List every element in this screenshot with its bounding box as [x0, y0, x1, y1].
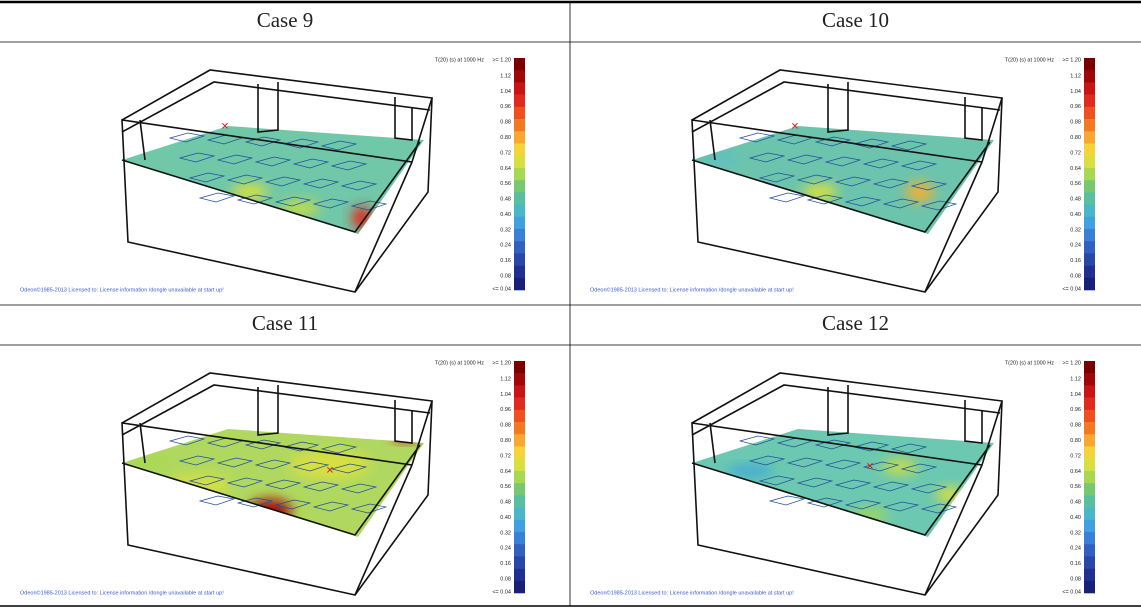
legend-tick: 0.72: [500, 150, 511, 156]
legend-tick: 0.88: [500, 120, 511, 126]
legend-tick: 0.32: [500, 530, 511, 536]
case-header: Case 10: [822, 8, 889, 32]
legend-min: <= 0.04: [492, 286, 511, 292]
simulation-panel: ✕ T(20) (s) at 1000 Hz >= 1.20 1.12 1.04 0.96…: [590, 360, 1095, 596]
legend-tick: 0.80: [500, 438, 511, 444]
legend-tick: 0.64: [500, 166, 511, 172]
legend-title: T(20) (s) at 1000 Hz: [1005, 57, 1054, 63]
legend-max: >= 1.20: [492, 57, 511, 63]
simulation-panel: ✕ T(20) (s) at 1000 Hz >= 1.20 1.12 1.04 0.96…: [590, 57, 1095, 293]
case-header: Case 9: [257, 8, 314, 32]
legend-tick: 0.96: [1070, 104, 1081, 110]
legend-tick: 1.04: [1070, 89, 1081, 95]
legend-tick: 0.24: [500, 546, 511, 552]
floor-map: [122, 96, 424, 234]
source-marker: ✕: [326, 466, 334, 477]
legend-tick: 0.40: [1070, 212, 1081, 218]
legend-tick: 0.96: [1070, 407, 1081, 413]
legend-min: <= 0.04: [1062, 286, 1081, 292]
legend-tick: 0.72: [1070, 453, 1081, 459]
legend-tick: 0.56: [500, 181, 511, 187]
legend-tick: 0.32: [1070, 227, 1081, 233]
legend-tick: 0.16: [500, 561, 511, 567]
legend-tick: 0.16: [1070, 561, 1081, 567]
source-marker: ✕: [791, 122, 799, 133]
legend-tick: 0.24: [1070, 546, 1081, 552]
legend-tick: 0.08: [1070, 576, 1081, 582]
legend-tick: 0.88: [500, 423, 511, 429]
legend-tick: 1.04: [500, 392, 511, 398]
legend-tick: 0.40: [500, 212, 511, 218]
colorbar: [1084, 361, 1095, 593]
legend-tick: 0.48: [500, 500, 511, 506]
legend-max: >= 1.20: [1062, 360, 1081, 366]
simulation-panel: ✕ T(20) (s) at 1000 Hz >= 1.20 1.12 1.04 0.96…: [20, 360, 525, 596]
floor-map: [122, 413, 424, 537]
legend-tick: 0.96: [500, 104, 511, 110]
colorbar: [514, 361, 525, 593]
legend-tick: 0.32: [1070, 530, 1081, 536]
simulation-panel: ✕ T(20) (s) at 1000 Hz >= 1.20 1.12 1.04 0.96…: [20, 57, 525, 293]
copyright-footer: Odeon©1985-2013 Licensed to: License inf…: [590, 286, 794, 293]
legend-tick: 0.72: [1070, 150, 1081, 156]
legend-tick: 0.88: [1070, 423, 1081, 429]
legend-title: T(20) (s) at 1000 Hz: [1005, 360, 1054, 366]
legend-max: >= 1.20: [492, 360, 511, 366]
legend-tick: 0.80: [500, 135, 511, 141]
source-marker: ✕: [866, 462, 874, 473]
source-marker: ✕: [221, 122, 229, 133]
legend-tick: 0.88: [1070, 120, 1081, 126]
legend-tick: 0.64: [1070, 166, 1081, 172]
legend-tick: 1.04: [500, 89, 511, 95]
colorbar: [1084, 58, 1095, 290]
legend-tick: 1.04: [1070, 392, 1081, 398]
legend-tick: 0.80: [1070, 135, 1081, 141]
copyright-footer: Odeon©1985-2013 Licensed to: License inf…: [590, 589, 794, 596]
legend-tick: 0.08: [1070, 273, 1081, 279]
case-header: Case 12: [822, 311, 889, 335]
legend-tick: 0.48: [1070, 500, 1081, 506]
floor-map: [692, 104, 994, 234]
legend-tick: 0.08: [500, 273, 511, 279]
legend-tick: 0.40: [1070, 515, 1081, 521]
legend-tick: 0.96: [500, 407, 511, 413]
copyright-footer: Odeon©1985-2013 Licensed to: License inf…: [20, 286, 224, 293]
legend-tick: 0.72: [500, 453, 511, 459]
legend-tick: 0.32: [500, 227, 511, 233]
legend-tick: 1.12: [500, 73, 511, 79]
case-header: Case 11: [252, 311, 318, 335]
legend-tick: 0.08: [500, 576, 511, 582]
legend-tick: 1.12: [1070, 376, 1081, 382]
legend-tick: 0.48: [1070, 197, 1081, 203]
legend-tick: 0.56: [1070, 181, 1081, 187]
legend-tick: 1.12: [500, 376, 511, 382]
legend-tick: 0.16: [500, 258, 511, 264]
legend-tick: 0.64: [1070, 469, 1081, 475]
copyright-footer: Odeon©1985-2013 Licensed to: License inf…: [20, 589, 224, 596]
legend-tick: 0.40: [500, 515, 511, 521]
legend-title: T(20) (s) at 1000 Hz: [435, 360, 484, 366]
legend-tick: 0.56: [1070, 484, 1081, 490]
legend-tick: 0.24: [500, 243, 511, 249]
legend-tick: 0.64: [500, 469, 511, 475]
colorbar: [514, 58, 525, 290]
legend-max: >= 1.20: [1062, 57, 1081, 63]
legend-min: <= 0.04: [492, 589, 511, 595]
legend-tick: 0.80: [1070, 438, 1081, 444]
legend-title: T(20) (s) at 1000 Hz: [435, 57, 484, 63]
figure-table: Case 9 ✕ T(20) (s) at 1000 Hz >= 1.20 1.12 1.…: [0, 0, 1141, 608]
legend-tick: 1.12: [1070, 73, 1081, 79]
legend-tick: 0.48: [500, 197, 511, 203]
legend-min: <= 0.04: [1062, 589, 1081, 595]
legend-tick: 0.16: [1070, 258, 1081, 264]
legend-tick: 0.56: [500, 484, 511, 490]
legend-tick: 0.24: [1070, 243, 1081, 249]
